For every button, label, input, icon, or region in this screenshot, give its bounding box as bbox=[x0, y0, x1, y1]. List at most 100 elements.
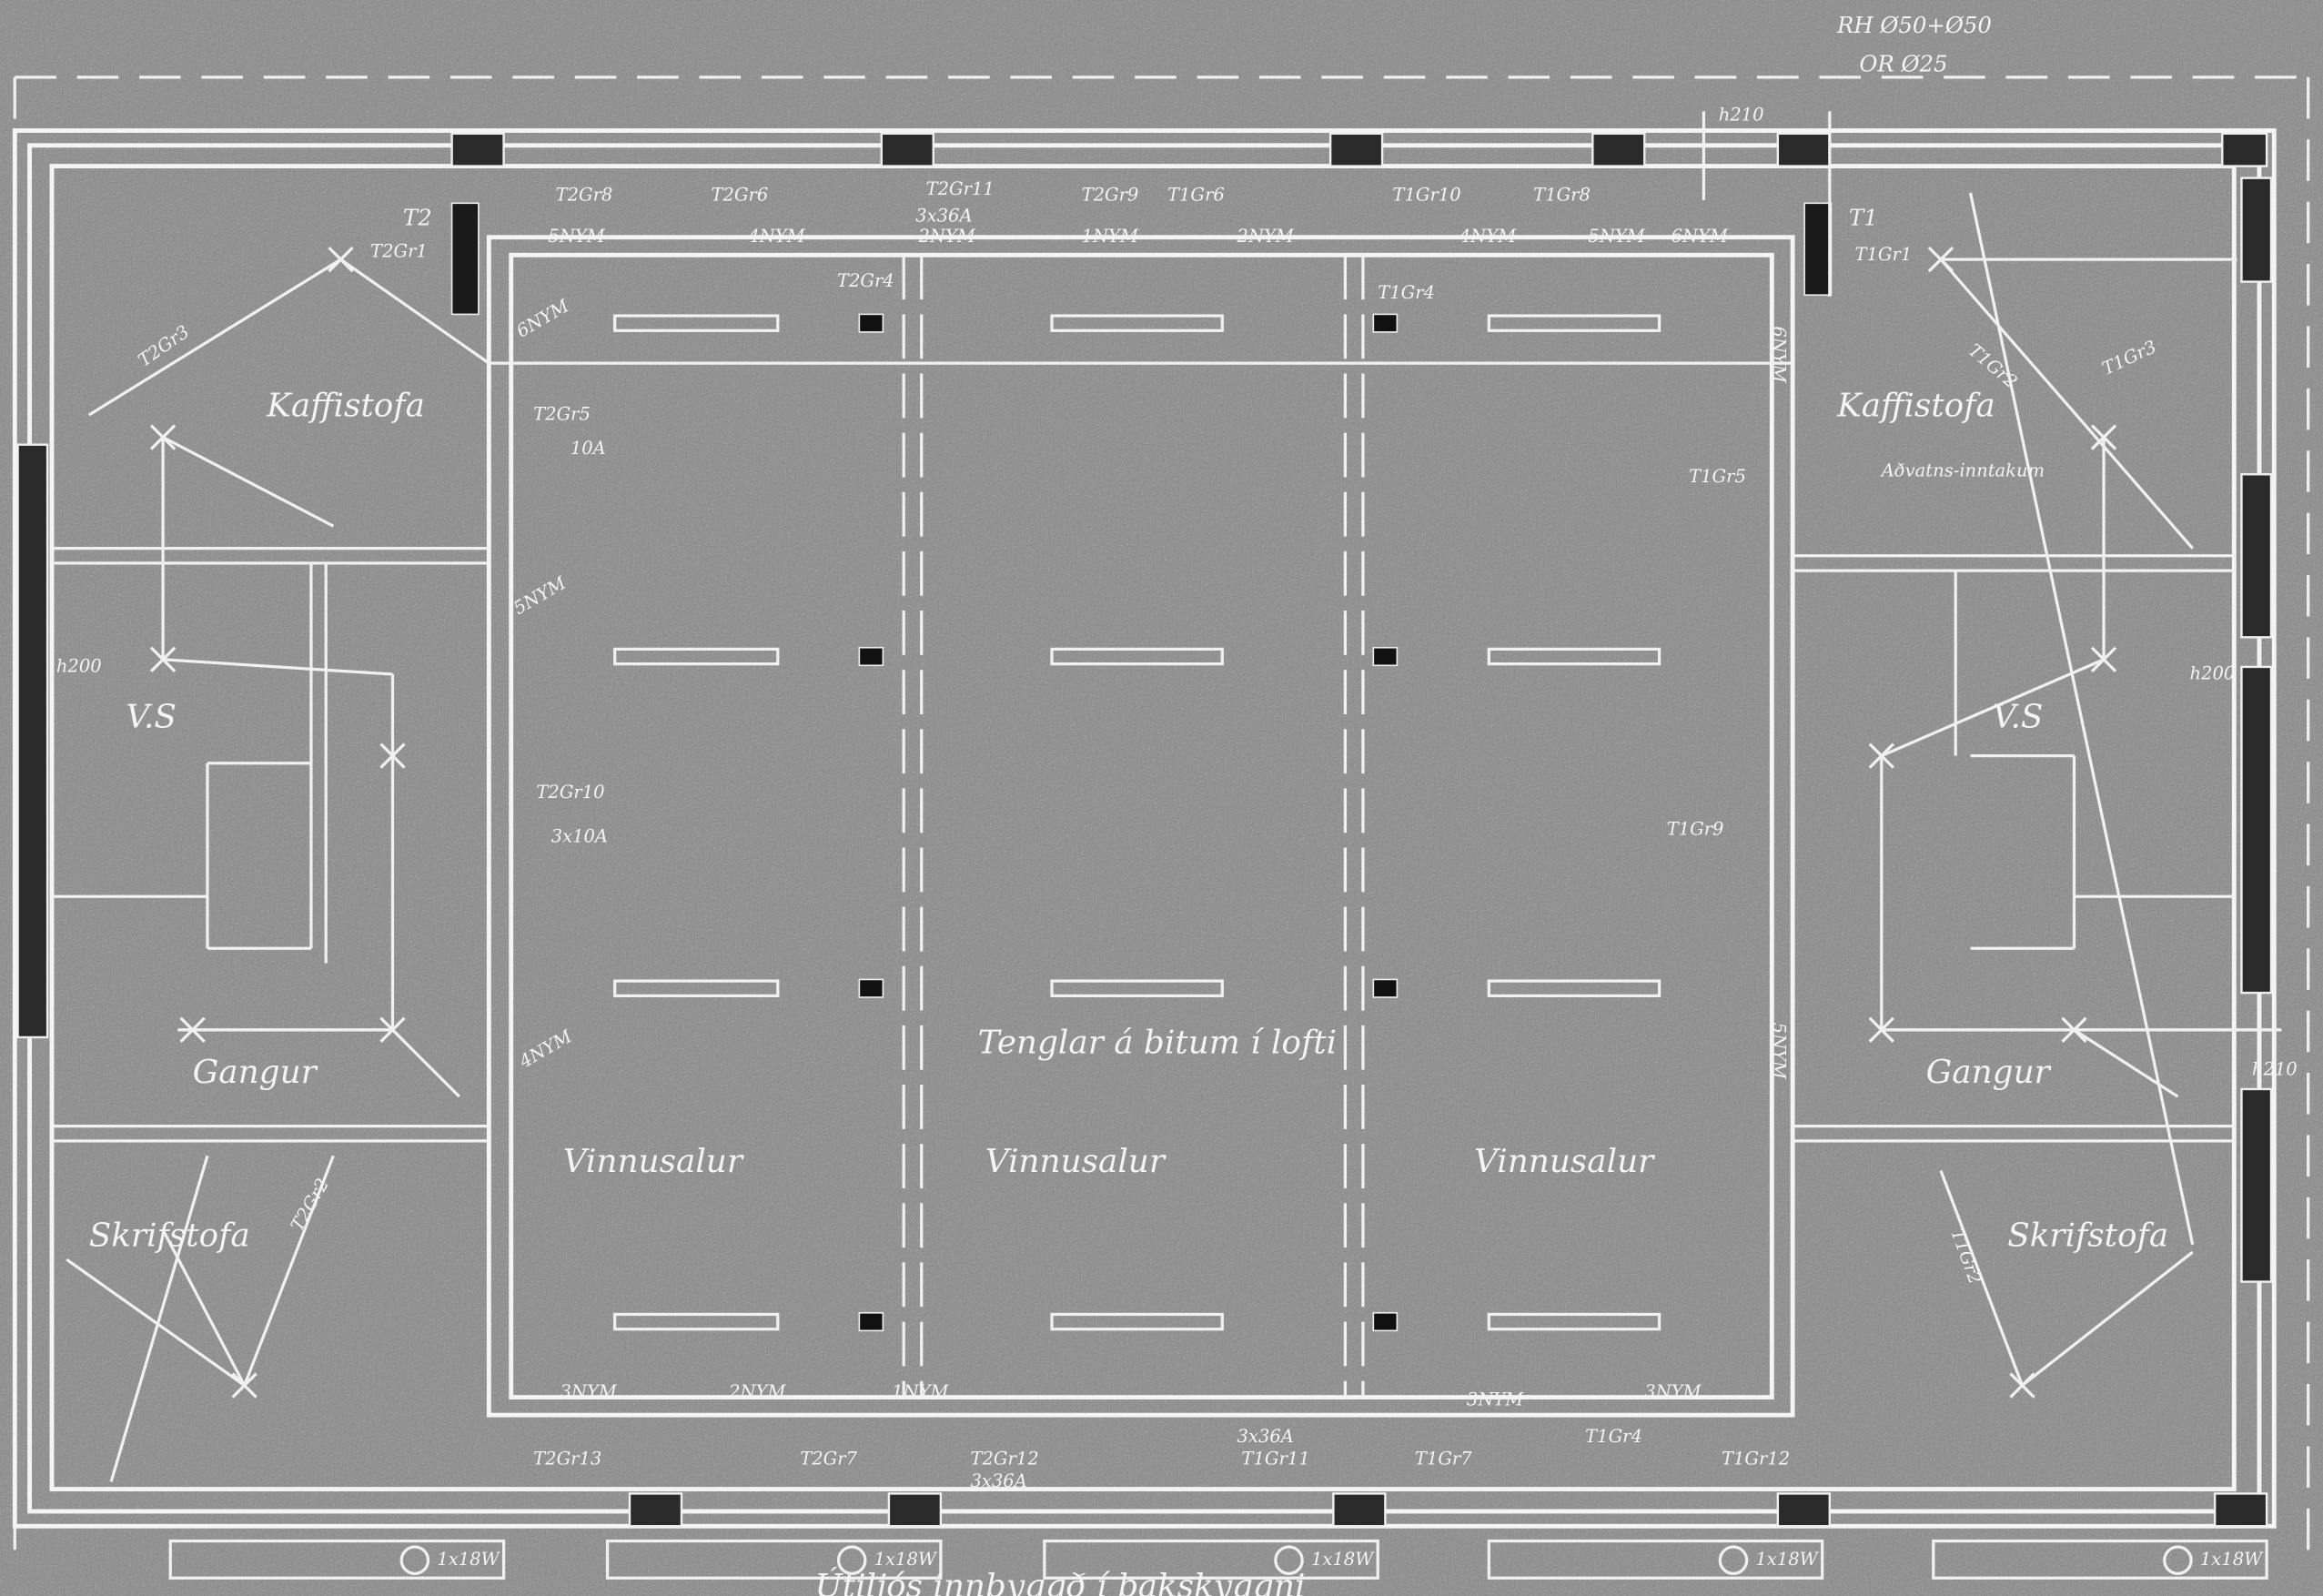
room-label: V.S bbox=[126, 698, 177, 735]
light-fixture bbox=[1487, 647, 1661, 666]
label: T2Gr8 bbox=[556, 185, 613, 206]
wiring bbox=[243, 1155, 335, 1387]
socket bbox=[858, 978, 884, 998]
wiring bbox=[162, 658, 393, 676]
room-label: Kaffistofa bbox=[266, 387, 425, 424]
socket bbox=[858, 1311, 884, 1332]
wiring bbox=[2021, 1250, 2194, 1387]
light-fixture bbox=[1487, 979, 1661, 997]
label: 3x36A bbox=[1237, 1426, 1294, 1447]
light-point bbox=[379, 742, 406, 769]
wiring bbox=[1939, 258, 2194, 550]
label: Aðvatns-inntakum bbox=[1880, 460, 2045, 480]
label: 2NYM bbox=[1237, 226, 1295, 247]
label: 1x18W bbox=[1755, 1549, 1819, 1570]
label: T2Gr11 bbox=[926, 178, 995, 199]
room-label: Gangur bbox=[1926, 1054, 2052, 1091]
label: 2NYM bbox=[728, 1381, 786, 1402]
wiring bbox=[66, 1258, 246, 1387]
lamp-box bbox=[605, 1539, 943, 1580]
lamp-box bbox=[1487, 1539, 1824, 1580]
label: 3x10A bbox=[551, 826, 608, 847]
label: h210 bbox=[1719, 105, 1764, 126]
light-point bbox=[231, 1372, 258, 1399]
wiring bbox=[1881, 658, 2105, 758]
label: T1Gr1 bbox=[1854, 244, 1912, 265]
label: 6NYM bbox=[1672, 226, 1729, 247]
light-point bbox=[2090, 646, 2117, 672]
light-point bbox=[149, 646, 177, 672]
lamp-box bbox=[168, 1539, 506, 1580]
room-label: Vinnusalur bbox=[563, 1143, 744, 1180]
room-label: Kaffistofa bbox=[1836, 387, 1995, 424]
light-point bbox=[379, 1016, 406, 1043]
label: T2Gr12 bbox=[970, 1448, 1038, 1469]
light-fixture bbox=[613, 979, 780, 997]
light-point bbox=[328, 246, 354, 273]
panel-t2 bbox=[450, 202, 480, 316]
room-label: Útiljós innbyggð í þakskyggni bbox=[815, 1567, 1306, 1596]
label: T2Gr7 bbox=[800, 1448, 857, 1469]
label: T1Gr8 bbox=[1533, 185, 1591, 206]
label: 3NYM bbox=[1467, 1389, 1524, 1409]
room-label: Gangur bbox=[193, 1054, 318, 1091]
wall-block bbox=[2240, 473, 2273, 639]
hall-wall bbox=[486, 235, 1795, 1418]
wiring bbox=[1939, 1169, 2025, 1387]
label: 4NYM bbox=[747, 226, 805, 247]
label: T1Gr9 bbox=[1667, 819, 1724, 840]
label: T2Gr4 bbox=[837, 270, 894, 291]
room-label: Tenglar á bitum í lofti bbox=[978, 1025, 1337, 1062]
label: 5NYM bbox=[1768, 1023, 1789, 1080]
label: h200 bbox=[56, 655, 102, 676]
socket bbox=[858, 313, 884, 333]
label: T1Gr12 bbox=[1722, 1448, 1790, 1469]
label: T2Gr13 bbox=[533, 1448, 601, 1469]
wall-block bbox=[1328, 132, 1384, 167]
lamp-box bbox=[1932, 1539, 2268, 1580]
light-point bbox=[179, 1016, 206, 1043]
label: 1NYM bbox=[1082, 226, 1139, 247]
wall-block bbox=[1591, 132, 1646, 167]
label: 2NYM bbox=[917, 226, 975, 247]
light-point bbox=[149, 424, 177, 450]
wall-block bbox=[1332, 1492, 1387, 1528]
lamp bbox=[399, 1545, 430, 1575]
wall-block bbox=[2221, 132, 2268, 167]
label: RH Ø50+Ø50 bbox=[1836, 12, 1992, 38]
socket bbox=[1372, 646, 1399, 667]
label: T1Gr11 bbox=[1241, 1448, 1309, 1469]
lamp bbox=[1274, 1545, 1304, 1575]
label: T2Gr5 bbox=[533, 404, 591, 425]
lamp bbox=[836, 1545, 867, 1575]
light-fixture bbox=[1050, 647, 1224, 666]
light-fixture bbox=[1050, 979, 1224, 997]
light-fixture bbox=[1050, 1312, 1224, 1331]
wall-block bbox=[628, 1492, 683, 1528]
wiring bbox=[87, 258, 342, 417]
label: 1NYM bbox=[892, 1381, 949, 1402]
label: T1Gr6 bbox=[1167, 185, 1225, 206]
light-point bbox=[2090, 424, 2117, 450]
label: T2 bbox=[403, 205, 432, 231]
label: 1x18W bbox=[874, 1549, 938, 1570]
wall-block bbox=[2213, 1492, 2268, 1528]
label: T2Gr6 bbox=[712, 185, 769, 206]
label: T2Gr10 bbox=[536, 782, 604, 803]
outer-wall bbox=[49, 164, 2237, 1491]
wall-block bbox=[880, 132, 934, 167]
wall-block bbox=[2240, 1087, 2273, 1283]
light-point bbox=[1927, 246, 1954, 273]
wall-block bbox=[1776, 1492, 1832, 1528]
wiring bbox=[1968, 192, 2195, 1246]
light-point bbox=[2061, 1016, 2087, 1043]
socket bbox=[1372, 978, 1399, 998]
label: 10A bbox=[571, 438, 606, 459]
light-point bbox=[2009, 1372, 2035, 1399]
label: T1 bbox=[1849, 205, 1878, 231]
label: T1Gr4 bbox=[1378, 282, 1435, 303]
label: 3x36A bbox=[915, 205, 972, 226]
room-label: Skrifstofa bbox=[2007, 1217, 2168, 1254]
